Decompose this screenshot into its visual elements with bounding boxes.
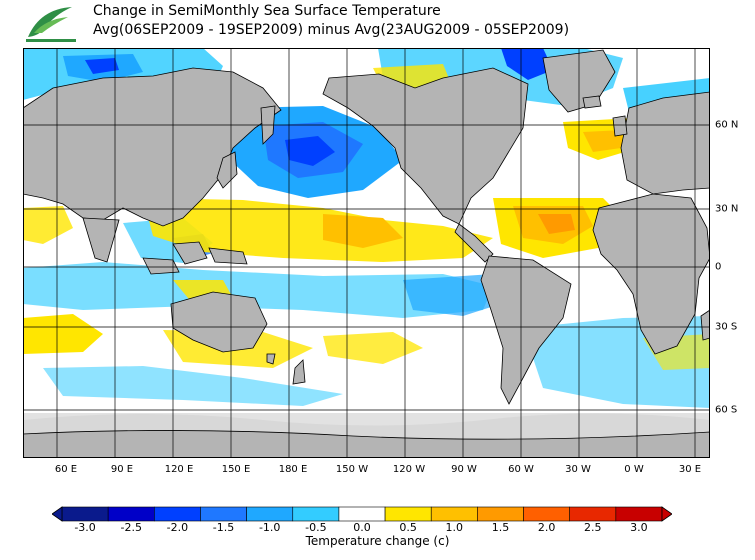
x-tick-label: 30 E: [678, 464, 702, 475]
colorbar-swatch: [477, 506, 524, 522]
colorbar-swatch: [246, 506, 294, 522]
colorbar-max-arrow: [661, 506, 672, 522]
colorbar-tick-label: 1.0: [445, 521, 464, 534]
x-tick-label: 0 W: [624, 464, 644, 475]
colorbar-tick-label: -1.5: [212, 521, 235, 534]
x-tick-label: 60 W: [508, 464, 534, 475]
y-tick-label: 0: [715, 261, 722, 273]
colorbar-tick-label: -3.0: [74, 521, 96, 534]
sst-change-map: [23, 48, 710, 458]
colorbar-title: Temperature change (c): [305, 534, 450, 548]
colorbar-tick-label: -0.5: [305, 521, 327, 534]
colorbar-tick-label: 2.0: [537, 521, 556, 534]
map-frame: [23, 48, 710, 458]
colorbar-swatch: [61, 506, 109, 522]
colorbar-tick-label: 2.5: [584, 521, 602, 534]
land-masses: [23, 49, 710, 458]
colorbar-tick-label: -1.0: [258, 521, 281, 534]
colorbar-swatch: [384, 506, 432, 522]
x-tick-label: 60 E: [54, 464, 78, 475]
colorbar-tick-label: 3.0: [630, 521, 648, 534]
colorbar-swatch: [615, 506, 663, 522]
y-tick-label: 30 N: [715, 203, 739, 215]
colorbar-tick-label: -2.5: [120, 521, 142, 534]
x-tick-label: 90 W: [451, 464, 477, 475]
agency-logo: [26, 7, 76, 42]
y-tick-label: 60 N: [715, 119, 739, 131]
chart-subtitle: Avg(06SEP2009 - 19SEP2009) minus Avg(23A…: [93, 22, 570, 38]
map-grid: [23, 48, 710, 458]
chart-title: Change in SemiMonthly Sea Surface Temper…: [93, 3, 441, 19]
colorbar-swatch: [523, 506, 570, 522]
colorbar-swatch: [292, 506, 340, 522]
x-tick-label: 90 E: [110, 464, 134, 475]
colorbar-min-arrow: [52, 506, 63, 522]
colorbar: [52, 506, 672, 522]
colorbar-swatch: [338, 506, 386, 522]
colorbar-swatch: [154, 506, 201, 522]
y-tick-label: 30 S: [715, 321, 738, 333]
colorbar-tick-label: 1.5: [491, 521, 510, 534]
colorbar-tick-label: 0.0: [353, 521, 371, 534]
x-tick-label: 120 E: [164, 464, 194, 475]
x-tick-label: 150 W: [335, 464, 369, 475]
x-tick-label: 150 E: [221, 464, 251, 475]
x-tick-label: 180 E: [278, 464, 308, 475]
x-tick-label: 30 W: [565, 464, 591, 475]
x-tick-label: 120 W: [392, 464, 426, 475]
y-tick-label: 60 S: [715, 404, 738, 416]
colorbar-tick-label: 0.5: [399, 521, 417, 534]
colorbar-swatch: [107, 506, 155, 522]
colorbar-tick-label: -2.0: [166, 521, 189, 534]
colorbar-swatch: [569, 506, 617, 522]
colorbar-swatch: [200, 506, 247, 522]
colorbar-swatch: [430, 506, 478, 522]
